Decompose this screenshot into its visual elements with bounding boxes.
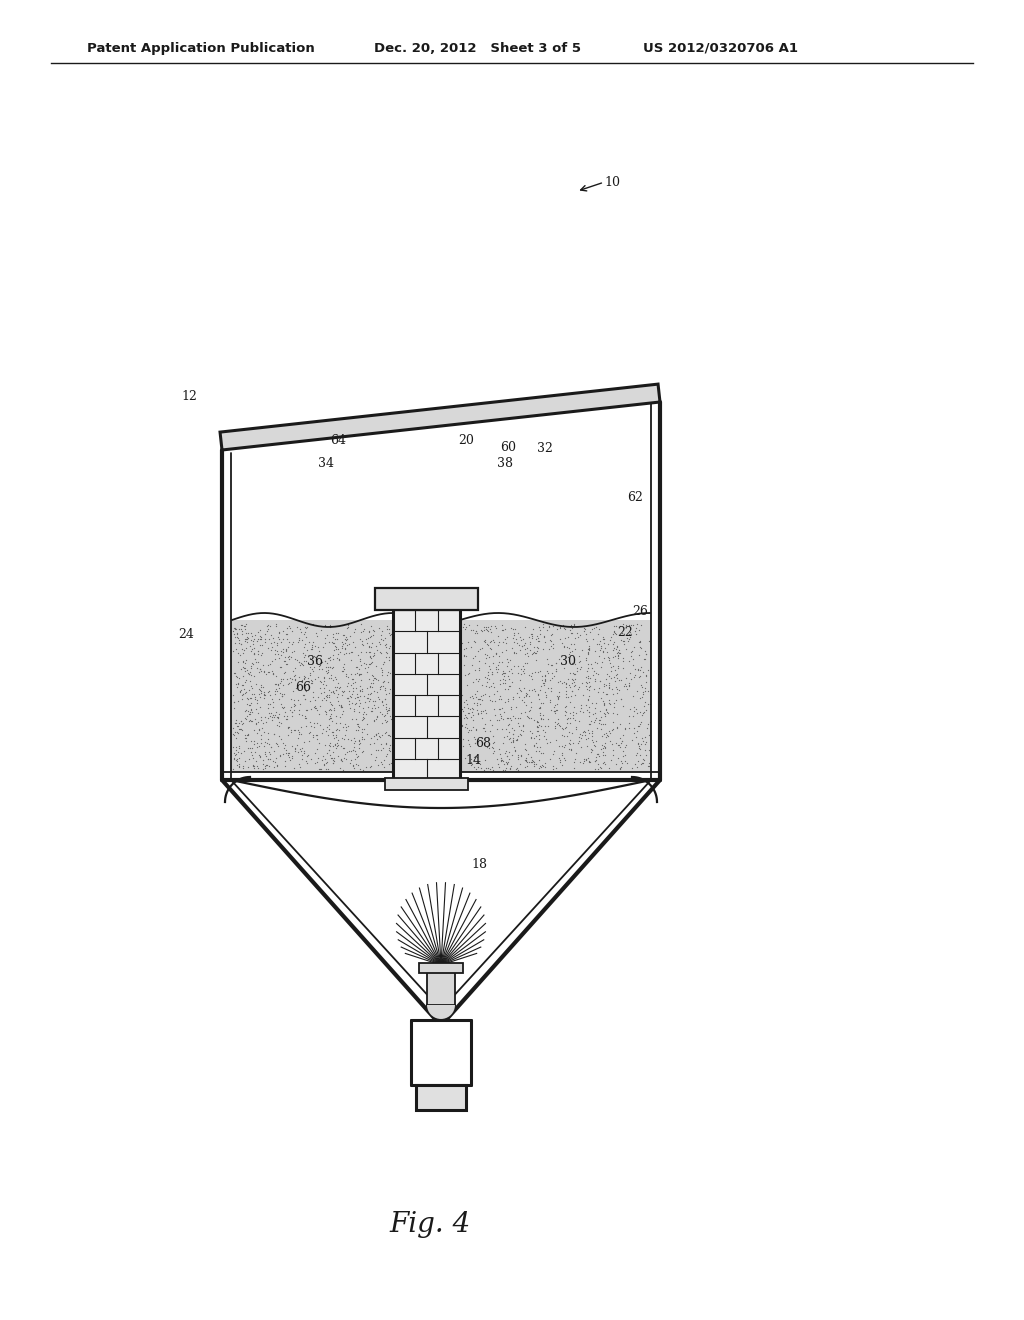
Text: Patent Application Publication: Patent Application Publication (87, 42, 314, 54)
Text: 22: 22 (616, 626, 633, 639)
Polygon shape (427, 1005, 455, 1019)
Text: 20: 20 (458, 434, 474, 447)
Text: 24: 24 (178, 628, 195, 642)
Bar (393, 610, 460, 780)
Bar (460, 620, 651, 772)
Text: 30: 30 (560, 655, 577, 668)
Text: 66: 66 (295, 681, 311, 694)
Text: US 2012/0320706 A1: US 2012/0320706 A1 (643, 42, 798, 54)
Text: 64: 64 (330, 434, 346, 447)
Text: 26: 26 (632, 605, 648, 618)
Bar (416, 1085, 466, 1110)
Bar (231, 620, 393, 772)
Text: Fig. 4: Fig. 4 (389, 1212, 471, 1238)
Text: 10: 10 (604, 176, 621, 189)
Bar (419, 964, 463, 973)
Text: 38: 38 (497, 457, 513, 470)
Text: 12: 12 (181, 389, 198, 403)
Text: 32: 32 (537, 442, 553, 455)
Text: 62: 62 (627, 491, 643, 504)
Bar (427, 965, 455, 1005)
Bar (375, 587, 478, 610)
Text: 68: 68 (475, 737, 492, 750)
Text: 60: 60 (500, 441, 516, 454)
Polygon shape (220, 384, 660, 450)
Text: Dec. 20, 2012   Sheet 3 of 5: Dec. 20, 2012 Sheet 3 of 5 (374, 42, 581, 54)
Text: 18: 18 (471, 858, 487, 871)
Bar (385, 777, 468, 789)
Text: 36: 36 (307, 655, 324, 668)
Text: 34: 34 (317, 457, 334, 470)
Text: 14: 14 (465, 754, 481, 767)
